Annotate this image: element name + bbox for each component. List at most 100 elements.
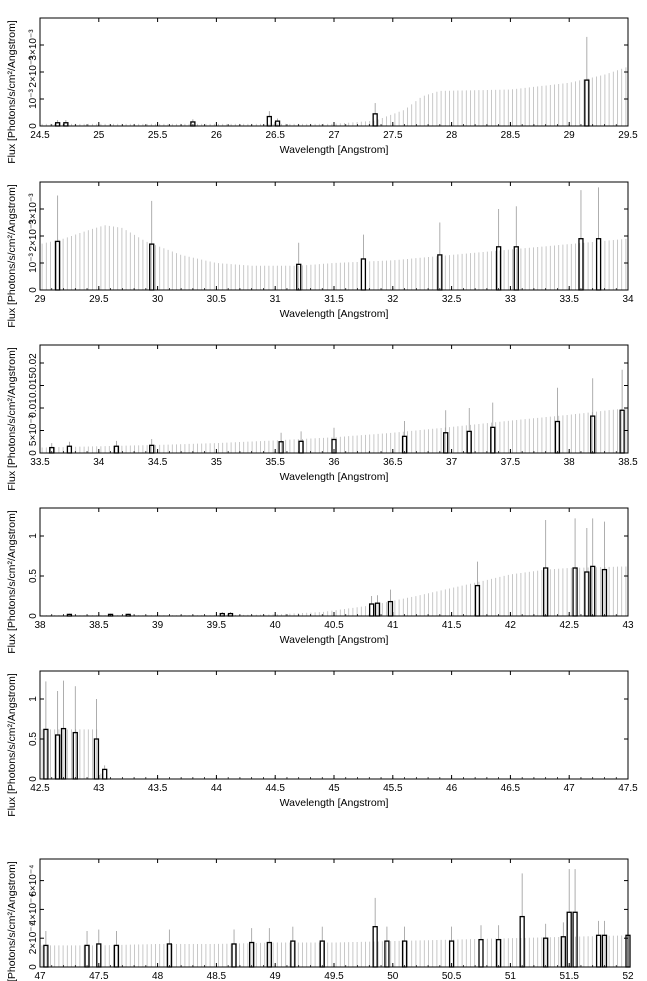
x-tick-label: 38 [564,457,576,468]
data-bar [290,940,296,968]
y-tick-label: 0 [28,287,39,293]
y-tick-label: 6×10⁻⁴ [28,865,39,897]
data-bar [43,728,49,780]
data-bar [578,238,584,291]
x-tick-label: 33 [505,294,517,305]
x-tick-label: 29 [564,130,576,141]
data-bar [231,943,237,968]
y-axis-title: Flux [Photons/s/cm²/Angstrom] [6,673,18,817]
data-bar [590,565,596,617]
x-axis-title: Wavelength [Angstrom] [280,634,389,646]
x-tick-label: 26.5 [265,130,285,141]
y-tick-label: 5×10⁻³ [28,414,39,446]
y-tick-label: 1 [28,533,39,539]
x-tick-label: 50 [387,971,399,981]
y-tick-label: 10⁻³ [28,88,39,108]
y-tick-label: 0.01 [28,398,39,418]
x-tick-label: 30.5 [207,294,227,305]
x-tick-label: 42 [505,620,517,631]
data-bar [443,432,449,454]
data-bar [113,445,120,454]
y-tick-label: 2×10⁻³ [28,220,39,252]
plot-frame [39,858,629,968]
y-tick-label: 0.015 [28,373,39,398]
y-tick-label: 0.5 [28,569,39,583]
data-bar [543,567,549,617]
x-tick-label: 31.5 [324,294,344,305]
y-axis-title: Flux [Photons/s/cm²/Angstrom] [6,20,18,164]
x-tick-label: 47.5 [618,783,638,794]
x-tick-label: 43 [622,620,634,631]
x-tick-label: 35 [211,457,223,468]
y-tick-label: 0 [28,776,39,782]
x-tick-label: 45 [328,783,340,794]
data-bar [495,246,502,291]
data-bar [368,603,375,617]
x-axis-title: Wavelength [Angstrom] [280,144,389,156]
data-bar [490,426,496,454]
model-stems [41,935,627,967]
x-tick-label: 47 [564,783,576,794]
data-bar [266,115,272,127]
x-tick-label: 48 [152,971,164,981]
data-bar [54,734,61,780]
data-bar [437,254,443,291]
x-tick-label: 44 [211,783,223,794]
data-bar [401,940,408,968]
data-bar [278,441,284,454]
model-stems [41,566,627,616]
x-tick-label: 35.5 [265,457,285,468]
data-bar [572,911,578,968]
y-tick-label: 0 [28,123,39,129]
x-tick-label: 38.5 [618,457,638,468]
x-tick-label: 46.5 [501,783,521,794]
x-tick-label: 32 [387,294,399,305]
x-tick-label: 51 [505,971,517,981]
y-tick-label: 0.02 [28,353,39,373]
x-tick-label: 31 [270,294,282,305]
y-tick-label: 0.5 [28,732,39,746]
data-bar [360,258,367,291]
y-axis-title: Flux [Photons/s/cm²/Angstrom] [6,861,18,981]
x-tick-label: 42.5 [30,783,50,794]
data-bar [319,940,325,968]
x-tick-label: 49 [270,971,282,981]
y-tick-label: 2×10⁻⁴ [28,922,39,954]
x-tick-label: 38 [34,620,46,631]
data-bar [601,934,608,968]
data-bar [401,435,408,454]
data-bar [566,911,572,968]
x-tick-label: 44.5 [265,783,285,794]
data-bar [374,602,381,617]
x-tick-label: 25.5 [148,130,168,141]
x-axis-title: Wavelength [Angstrom] [280,797,389,809]
x-tick-label: 24.5 [30,130,50,141]
model-stems [41,225,627,290]
data-bar [72,731,78,780]
x-tick-label: 36 [328,457,340,468]
x-tick-label: 29.5 [89,294,109,305]
data-bar [60,727,67,780]
chart-panel-5: 42.5 43 43.5 44 44.5 45 45.5 46 46.5 47 47.5 0 0.5 1 W… [6,670,638,817]
x-tick-label: 39.5 [207,620,227,631]
x-tick-label: 34.5 [148,457,168,468]
chart-panel-4: 38 38.5 39 39.5 40 40.5 41 41.5 42 42.5 43 0 0.5 1 Wav… [6,507,634,654]
data-bar [560,936,566,968]
x-tick-label: 41.5 [442,620,462,631]
data-bar [166,943,173,968]
x-tick-label: 34 [93,457,105,468]
x-tick-label: 33.5 [30,457,50,468]
data-bar [595,934,602,968]
data-bar [478,938,484,968]
x-tick-label: 46 [446,783,458,794]
model-stems [41,67,627,126]
data-bar [554,420,561,454]
x-tick-label: 34 [622,294,634,305]
x-tick-label: 43.5 [148,783,168,794]
x-tick-label: 32.5 [442,294,462,305]
y-tick-label: 2×10⁻³ [28,56,39,88]
chart-panel-6: 47 47.5 48 48.5 49 49.5 50 50.5 51 51.5 52 0 2×10⁻⁴4… [6,858,634,981]
x-tick-label: 27.5 [383,130,403,141]
x-tick-label: 47.5 [89,971,109,981]
